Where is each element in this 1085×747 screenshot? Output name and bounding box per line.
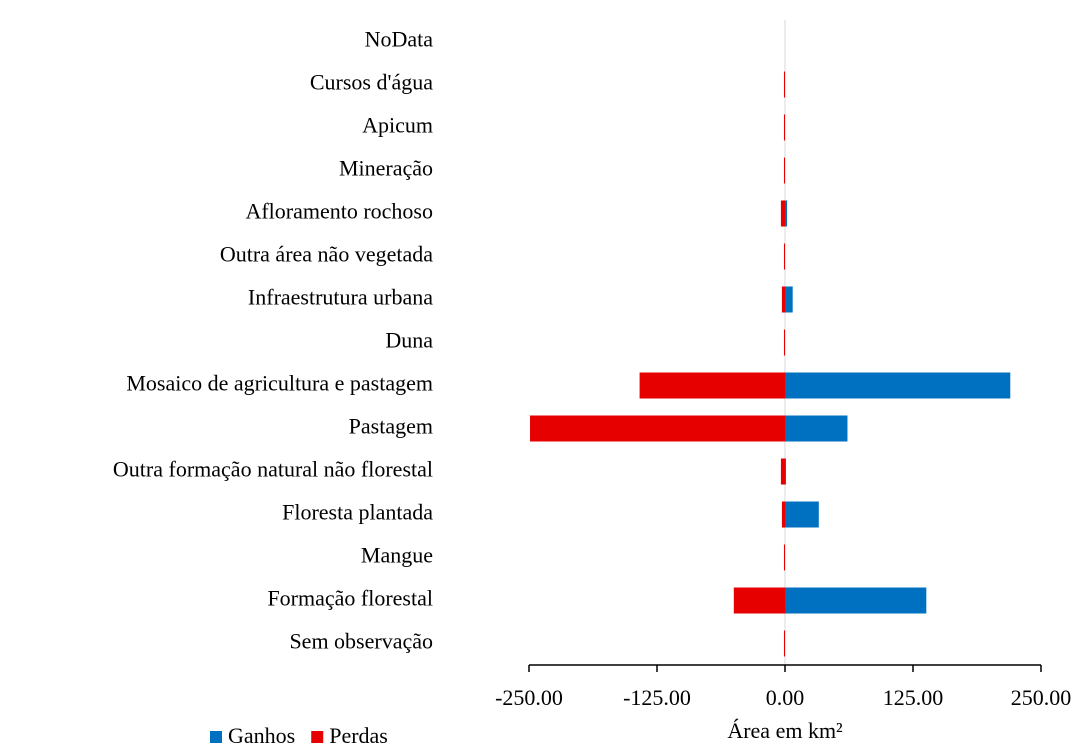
bar <box>783 114 785 141</box>
legend-swatch <box>210 731 222 743</box>
bar <box>785 415 848 442</box>
x-axis-title: Área em km² <box>727 718 843 743</box>
y-tick-label: Infraestrutura urbana <box>248 285 433 310</box>
y-tick-label: Mosaico de agricultura e pastagem <box>126 371 433 396</box>
y-tick-label: Apicum <box>362 113 433 138</box>
y-tick-label: Outra formação natural não florestal <box>113 457 433 482</box>
y-tick-label: Floresta plantada <box>282 500 433 525</box>
bar <box>783 329 785 356</box>
y-tick-label: Mineração <box>339 156 433 181</box>
y-tick-label: Afloramento rochoso <box>245 199 433 224</box>
bar <box>639 372 785 399</box>
bar <box>785 587 927 614</box>
bar <box>783 544 785 571</box>
y-tick-label: Duna <box>385 328 433 353</box>
x-tick-label: 125.00 <box>883 685 944 710</box>
y-tick-label: NoData <box>365 27 434 52</box>
x-tick-label: 250.00 <box>1011 685 1072 710</box>
y-tick-label: Outra área não vegetada <box>220 242 433 267</box>
bar <box>780 458 785 485</box>
y-tick-label: Cursos d'água <box>310 70 433 95</box>
bar <box>785 372 1011 399</box>
legend-swatch <box>311 731 324 743</box>
y-tick-label: Sem observação <box>289 629 433 654</box>
bar <box>785 200 788 227</box>
bar <box>781 501 785 528</box>
bar <box>785 501 819 528</box>
x-tick-label: 0.00 <box>766 685 805 710</box>
bar <box>780 200 785 227</box>
bar <box>783 71 785 98</box>
y-tick-label: Pastagem <box>349 414 433 439</box>
bar <box>785 286 793 313</box>
x-tick-label: -125.00 <box>623 685 691 710</box>
bar <box>530 415 785 442</box>
bar <box>781 286 785 313</box>
bar <box>783 630 785 657</box>
bar <box>733 587 785 614</box>
legend-label: Perdas <box>329 723 388 747</box>
bar <box>783 243 785 270</box>
y-tick-label: Formação florestal <box>267 586 433 611</box>
bar <box>783 157 785 184</box>
bar <box>785 458 787 485</box>
y-tick-label: Mangue <box>361 543 433 568</box>
legend-label: Ganhos <box>228 723 295 747</box>
x-tick-label: -250.00 <box>495 685 563 710</box>
